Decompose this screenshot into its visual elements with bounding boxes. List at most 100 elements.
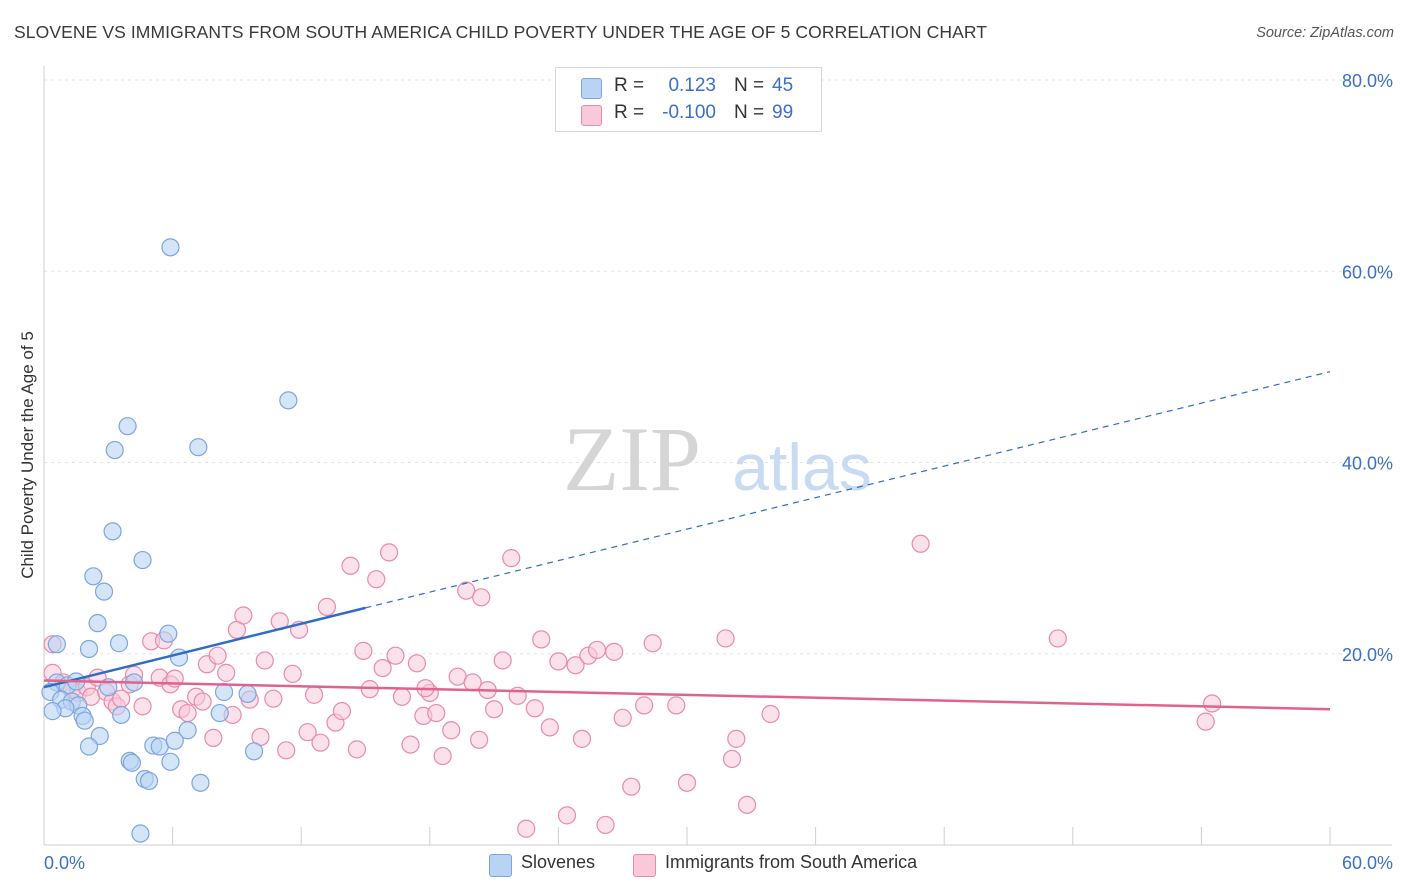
legend-swatch-slovenes: [581, 78, 602, 99]
point-immigrants: [347, 740, 367, 759]
axes: [43, 66, 1392, 846]
point-immigrants: [392, 687, 412, 706]
point-slovenes: [238, 684, 257, 704]
legend-n-label: N =: [734, 75, 765, 96]
point-immigrants: [469, 730, 489, 749]
point-slovenes: [139, 771, 159, 791]
point-immigrants: [911, 534, 930, 553]
point-slovenes: [112, 705, 131, 725]
point-slovenes: [178, 721, 197, 740]
point-immigrants: [716, 629, 735, 648]
point-immigrants: [442, 721, 461, 740]
point-slovenes: [214, 682, 234, 702]
point-immigrants: [373, 658, 392, 678]
point-immigrants: [727, 729, 746, 748]
point-immigrants: [557, 806, 577, 825]
point-immigrants: [463, 673, 482, 692]
y-tick-label: 20.0%: [1342, 645, 1393, 665]
legend-n-label: N =: [734, 102, 765, 123]
point-immigrants: [283, 664, 302, 683]
point-slovenes: [79, 737, 99, 756]
point-immigrants: [457, 581, 476, 600]
correlation-legend: R = 0.123 N = 45 R = -0.100 N = 99: [555, 67, 822, 132]
point-immigrants: [1048, 629, 1067, 648]
point-slovenes: [133, 550, 152, 570]
point-immigrants: [572, 729, 592, 748]
point-immigrants: [502, 549, 521, 568]
y-tick-label: 60.0%: [1342, 262, 1393, 282]
point-immigrants: [277, 741, 296, 760]
point-immigrants: [737, 795, 757, 814]
point-immigrants: [255, 651, 274, 670]
point-immigrants: [622, 777, 641, 796]
point-immigrants: [401, 735, 420, 754]
point-immigrants: [540, 718, 559, 737]
point-immigrants: [341, 556, 360, 575]
point-slovenes: [191, 773, 210, 792]
bottom-legend-swatch-immigrants: [633, 854, 656, 877]
point-immigrants: [549, 652, 568, 671]
point-immigrants: [332, 702, 352, 721]
legend-r-label: R =: [614, 75, 645, 96]
point-immigrants: [204, 728, 223, 748]
point-immigrants: [566, 656, 585, 675]
y-tick-label: 80.0%: [1342, 71, 1393, 91]
series-slovenes-points: [41, 238, 298, 843]
point-immigrants: [761, 704, 780, 724]
point-immigrants: [208, 646, 227, 665]
legend-row-slovenes: R = 0.123 N = 45: [556, 75, 821, 101]
point-slovenes: [161, 752, 180, 771]
point-slovenes: [79, 639, 99, 659]
point-slovenes: [84, 567, 103, 586]
point-immigrants: [643, 634, 662, 653]
point-immigrants: [613, 708, 632, 727]
point-slovenes: [161, 238, 180, 257]
legend-row-immigrants: R = -0.100 N = 99: [556, 102, 821, 128]
point-slovenes: [88, 614, 107, 633]
point-immigrants: [367, 570, 386, 589]
bottom-legend-swatch-slovenes: [489, 854, 512, 877]
point-slovenes: [244, 742, 264, 761]
point-immigrants: [407, 654, 427, 673]
point-slovenes: [210, 703, 229, 723]
point-slovenes: [94, 582, 114, 601]
point-slovenes: [105, 440, 124, 460]
point-immigrants: [133, 697, 152, 716]
point-immigrants: [193, 692, 212, 711]
point-immigrants: [311, 733, 330, 752]
point-immigrants: [317, 597, 337, 616]
point-immigrants: [485, 700, 504, 719]
bottom-legend-label: Immigrants from South America: [665, 852, 918, 872]
legend-r-value: -0.100: [662, 102, 716, 123]
point-immigrants: [677, 773, 697, 792]
point-immigrants: [427, 703, 446, 723]
point-immigrants: [525, 699, 544, 718]
point-immigrants: [517, 819, 536, 838]
point-immigrants: [472, 588, 491, 607]
bottom-legend-label: Slovenes: [521, 852, 596, 872]
point-immigrants: [605, 642, 624, 661]
point-immigrants: [304, 685, 324, 704]
point-immigrants: [354, 641, 373, 660]
watermark-zip: ZIP: [563, 408, 701, 510]
point-slovenes: [103, 522, 122, 541]
point-slovenes: [189, 438, 208, 457]
y-tick-label: 40.0%: [1342, 454, 1393, 474]
point-immigrants: [379, 543, 399, 562]
point-immigrants: [178, 703, 197, 723]
point-slovenes: [109, 634, 129, 653]
x-tick-label: 60.0%: [1342, 853, 1393, 873]
point-immigrants: [667, 696, 686, 715]
legend-r-label: R =: [614, 102, 645, 123]
legend-n-value: 45: [772, 75, 794, 96]
trend-line-slovenes: [43, 606, 366, 689]
point-immigrants: [386, 646, 405, 665]
watermark-atlas: atlas: [732, 430, 871, 504]
chart-title: SLOVENE VS IMMIGRANTS FROM SOUTH AMERICA…: [14, 22, 988, 42]
point-slovenes: [122, 753, 141, 772]
point-slovenes: [159, 624, 178, 643]
point-immigrants: [596, 815, 615, 835]
point-slovenes: [131, 824, 150, 843]
grid-lines: [44, 79, 1392, 655]
